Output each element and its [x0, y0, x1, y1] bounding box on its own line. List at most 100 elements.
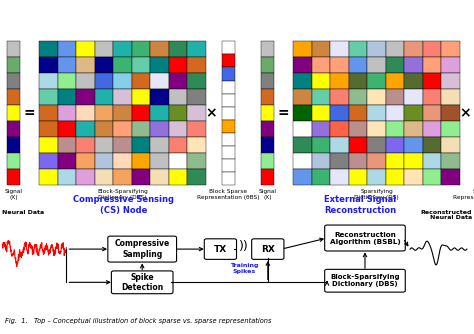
Text: Compressive
Sampling: Compressive Sampling [115, 239, 170, 259]
Bar [367, 57, 386, 73]
Bar [95, 105, 113, 121]
Text: Reconstructed
Neural Data: Reconstructed Neural Data [420, 209, 472, 220]
Bar [330, 169, 349, 185]
Bar [312, 105, 330, 121]
Text: RX: RX [261, 244, 275, 254]
Bar [150, 41, 169, 57]
Bar [76, 137, 95, 153]
Bar [367, 73, 386, 89]
Bar [150, 169, 169, 185]
Bar [7, 73, 20, 89]
Bar [58, 137, 76, 153]
Bar [76, 105, 95, 121]
Bar [39, 57, 58, 73]
Bar [404, 121, 423, 137]
Text: Fig.  1.   Top – Conceptual illustration of block sparse vs. sparse representati: Fig. 1. Top – Conceptual illustration of… [5, 318, 271, 324]
Bar [76, 73, 95, 89]
Bar [293, 89, 312, 105]
Bar [367, 153, 386, 169]
Bar [7, 41, 20, 57]
Bar [404, 137, 423, 153]
Bar [423, 73, 441, 89]
Bar [187, 89, 206, 105]
Bar [386, 121, 404, 137]
Bar [312, 169, 330, 185]
Bar [39, 41, 58, 57]
Bar [423, 41, 441, 57]
Bar [58, 153, 76, 169]
Bar [404, 105, 423, 121]
Bar [95, 121, 113, 137]
Text: Signal
(X): Signal (X) [5, 189, 23, 200]
Bar [169, 137, 187, 153]
Bar [441, 89, 460, 105]
Bar [132, 41, 150, 57]
Bar [293, 57, 312, 73]
Bar [293, 169, 312, 185]
Text: Neural Data: Neural Data [2, 209, 45, 214]
Bar [261, 137, 274, 153]
Bar [349, 57, 367, 73]
Bar [423, 57, 441, 73]
FancyBboxPatch shape [325, 269, 405, 292]
Bar [349, 105, 367, 121]
Bar [349, 41, 367, 57]
Text: External Signal
Reconstruction: External Signal Reconstruction [324, 195, 396, 215]
Bar [150, 73, 169, 89]
Bar [261, 169, 274, 185]
Bar [7, 153, 20, 169]
Bar [367, 169, 386, 185]
Bar [330, 153, 349, 169]
Bar [386, 153, 404, 169]
Bar [367, 137, 386, 153]
Bar [386, 57, 404, 73]
Bar [7, 137, 20, 153]
Bar [441, 41, 460, 57]
Bar [330, 41, 349, 57]
Bar [404, 153, 423, 169]
Bar [39, 137, 58, 153]
Bar [132, 89, 150, 105]
Bar [7, 105, 20, 121]
Bar [441, 153, 460, 169]
Bar [293, 121, 312, 137]
Bar [113, 57, 132, 73]
Bar [386, 137, 404, 153]
Bar [404, 89, 423, 105]
Bar [293, 41, 312, 57]
Bar [222, 107, 235, 120]
Text: Sparse
Representation (θS): Sparse Representation (θS) [453, 189, 474, 200]
Bar [113, 105, 132, 121]
Bar [76, 153, 95, 169]
Bar [261, 121, 274, 137]
Bar [441, 73, 460, 89]
Bar [293, 105, 312, 121]
Bar [222, 172, 235, 185]
Bar [330, 57, 349, 73]
Bar [95, 153, 113, 169]
Bar [349, 169, 367, 185]
Text: TX: TX [214, 244, 227, 254]
Bar [132, 169, 150, 185]
Bar [169, 105, 187, 121]
FancyBboxPatch shape [111, 271, 173, 294]
Bar [261, 105, 274, 121]
Bar [312, 137, 330, 153]
Bar [222, 120, 235, 133]
Bar [113, 121, 132, 137]
Bar [293, 137, 312, 153]
Bar [312, 57, 330, 73]
Bar [7, 89, 20, 105]
Bar [222, 41, 235, 54]
Bar [187, 169, 206, 185]
Bar [76, 169, 95, 185]
Bar [312, 121, 330, 137]
Bar [7, 169, 20, 185]
Bar [132, 153, 150, 169]
Bar [132, 105, 150, 121]
Bar [349, 73, 367, 89]
Text: Block-Sparsifying
Dictionary (DBS): Block-Sparsifying Dictionary (DBS) [330, 274, 400, 287]
Bar [330, 105, 349, 121]
Bar [386, 41, 404, 57]
Bar [76, 121, 95, 137]
